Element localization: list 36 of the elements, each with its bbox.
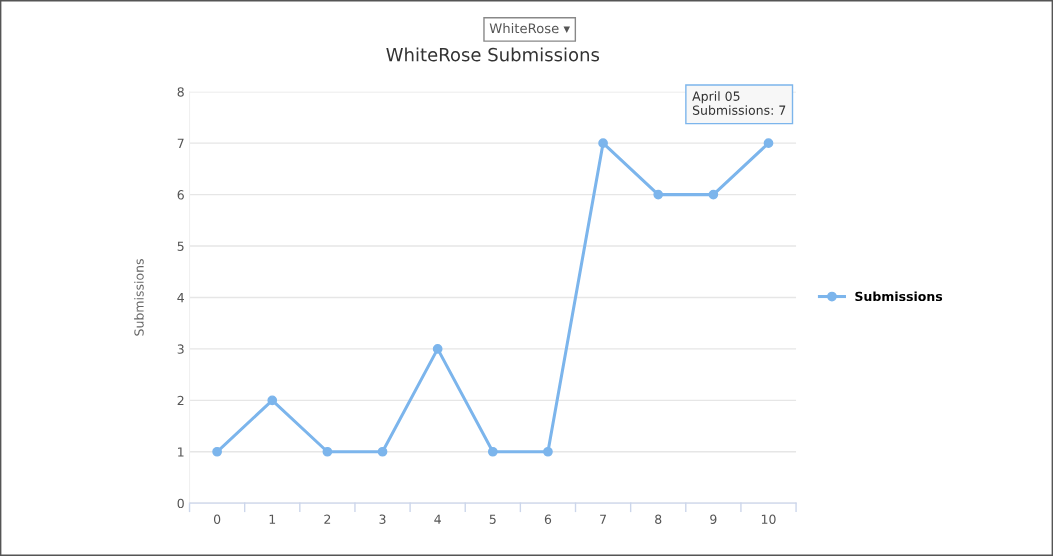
point <box>432 344 443 354</box>
y-tick-label: 3 <box>177 344 184 354</box>
text: WhiteRose ▾ <box>489 23 571 34</box>
point <box>212 446 222 457</box>
point <box>267 395 278 406</box>
x-tick-label: 10 <box>761 514 776 524</box>
point <box>598 138 608 149</box>
legend-label: Submissions <box>855 291 943 302</box>
y-tick-label: 2 <box>177 395 184 406</box>
x-tick-label: 6 <box>544 514 552 524</box>
point <box>487 446 498 457</box>
y-tick-label: 0 <box>177 498 184 509</box>
annotation: April 05 Submissions: 7 <box>692 91 786 115</box>
y-tick-label: 4 <box>177 293 184 303</box>
point <box>322 446 333 457</box>
y-tick-label: 6 <box>177 190 184 200</box>
y-axis-title: Submissions <box>134 259 144 336</box>
x-tick-label: 5 <box>489 514 496 524</box>
point <box>377 446 388 457</box>
x-tick-label: 1 <box>269 514 276 524</box>
x-tick-label: 3 <box>379 514 386 524</box>
y-tick-label: 7 <box>177 138 184 148</box>
x-tick-label: 7 <box>600 514 606 524</box>
point <box>708 189 719 200</box>
x-tick-label: 4 <box>434 514 441 524</box>
x-tick-label: 2 <box>324 514 331 524</box>
y-tick-label: 5 <box>177 241 184 251</box>
x-tick-label: 8 <box>655 514 662 524</box>
y-tick-label: 1 <box>178 447 184 457</box>
x-tick-label: 0 <box>213 514 221 524</box>
chart-title: WhiteRose Submissions <box>386 47 600 62</box>
x-tick-label: 9 <box>710 514 717 524</box>
point <box>543 446 553 457</box>
y-tick-label: 8 <box>177 87 184 97</box>
point <box>653 189 664 200</box>
point <box>763 138 774 149</box>
